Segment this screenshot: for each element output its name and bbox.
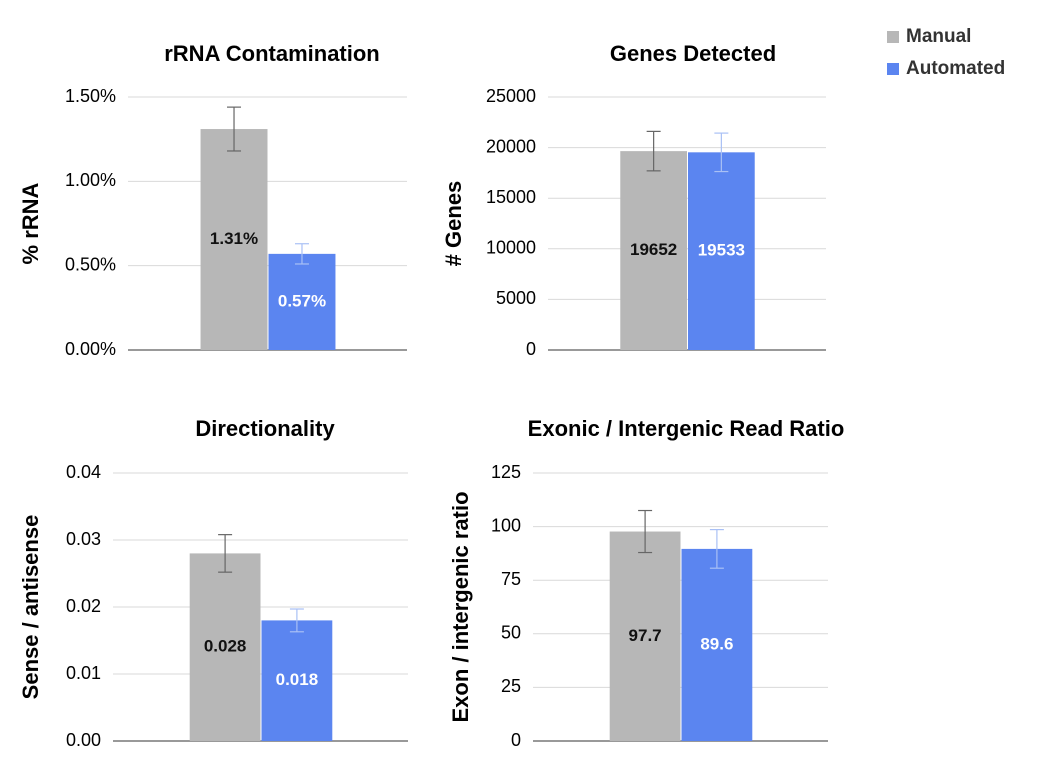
y-tick-label: 75 xyxy=(501,569,521,589)
bar xyxy=(620,151,687,350)
y-tick-label: 5000 xyxy=(496,288,536,308)
value-label: 89.6 xyxy=(700,634,733,653)
y-tick-label: 125 xyxy=(491,462,521,482)
y-tick-label: 50 xyxy=(501,623,521,643)
bar xyxy=(200,129,268,350)
bar xyxy=(268,253,336,350)
chart-title: Exonic / Intergenic Read Ratio xyxy=(528,416,845,441)
bar xyxy=(189,553,261,741)
y-tick-label: 25 xyxy=(501,676,521,696)
legend-label: Manual xyxy=(906,26,971,47)
legend-swatch xyxy=(887,63,899,75)
y-tick-label: 0.03 xyxy=(66,529,101,549)
value-label: 1.31% xyxy=(210,229,258,248)
value-label: 0.018 xyxy=(276,670,319,689)
y-tick-label: 0.04 xyxy=(66,462,101,482)
y-tick-label: 15000 xyxy=(486,187,536,207)
y-axis-label: # Genes xyxy=(441,181,466,267)
y-tick-label: 0.50% xyxy=(65,254,116,274)
chart-title: Directionality xyxy=(195,416,335,441)
y-tick-label: 0.00 xyxy=(66,730,101,750)
legend-label: Automated xyxy=(906,58,1005,79)
y-tick-label: 100 xyxy=(491,515,521,535)
y-axis-label: Sense / antisense xyxy=(18,515,43,700)
y-tick-label: 0 xyxy=(526,339,536,359)
bar xyxy=(261,620,333,741)
y-tick-label: 25000 xyxy=(486,86,536,106)
bar xyxy=(681,548,753,741)
bar xyxy=(609,531,681,741)
value-label: 97.7 xyxy=(629,626,662,645)
y-tick-label: 0 xyxy=(511,730,521,750)
y-tick-label: 0.02 xyxy=(66,596,101,616)
bar xyxy=(688,152,755,350)
value-label: 19533 xyxy=(698,241,745,260)
y-axis-label: % rRNA xyxy=(18,182,43,264)
y-axis-label: Exon / intergenic ratio xyxy=(448,491,473,722)
y-tick-label: 0.00% xyxy=(65,339,116,359)
value-label: 19652 xyxy=(630,240,677,259)
value-label: 0.028 xyxy=(204,637,247,656)
chart-title: rRNA Contamination xyxy=(164,41,380,66)
y-tick-label: 0.01 xyxy=(66,663,101,683)
y-tick-label: 10000 xyxy=(486,238,536,258)
y-tick-label: 1.00% xyxy=(65,170,116,190)
legend-swatch xyxy=(887,31,899,43)
y-tick-label: 20000 xyxy=(486,136,536,156)
chart-title: Genes Detected xyxy=(610,41,776,66)
value-label: 0.57% xyxy=(278,291,326,310)
y-tick-label: 1.50% xyxy=(65,86,116,106)
